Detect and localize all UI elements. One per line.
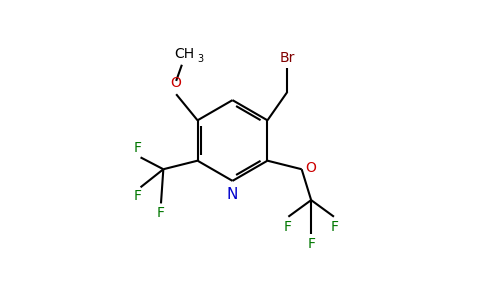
Text: F: F bbox=[331, 220, 339, 234]
Text: CH: CH bbox=[174, 47, 194, 61]
Text: O: O bbox=[305, 161, 317, 175]
Text: F: F bbox=[307, 237, 315, 251]
Text: O: O bbox=[170, 76, 181, 90]
Text: F: F bbox=[157, 206, 165, 220]
Text: 3: 3 bbox=[197, 54, 203, 64]
Text: N: N bbox=[227, 187, 238, 202]
Text: Br: Br bbox=[280, 51, 295, 65]
Text: F: F bbox=[134, 142, 142, 155]
Text: F: F bbox=[284, 220, 291, 234]
Text: F: F bbox=[134, 189, 142, 203]
